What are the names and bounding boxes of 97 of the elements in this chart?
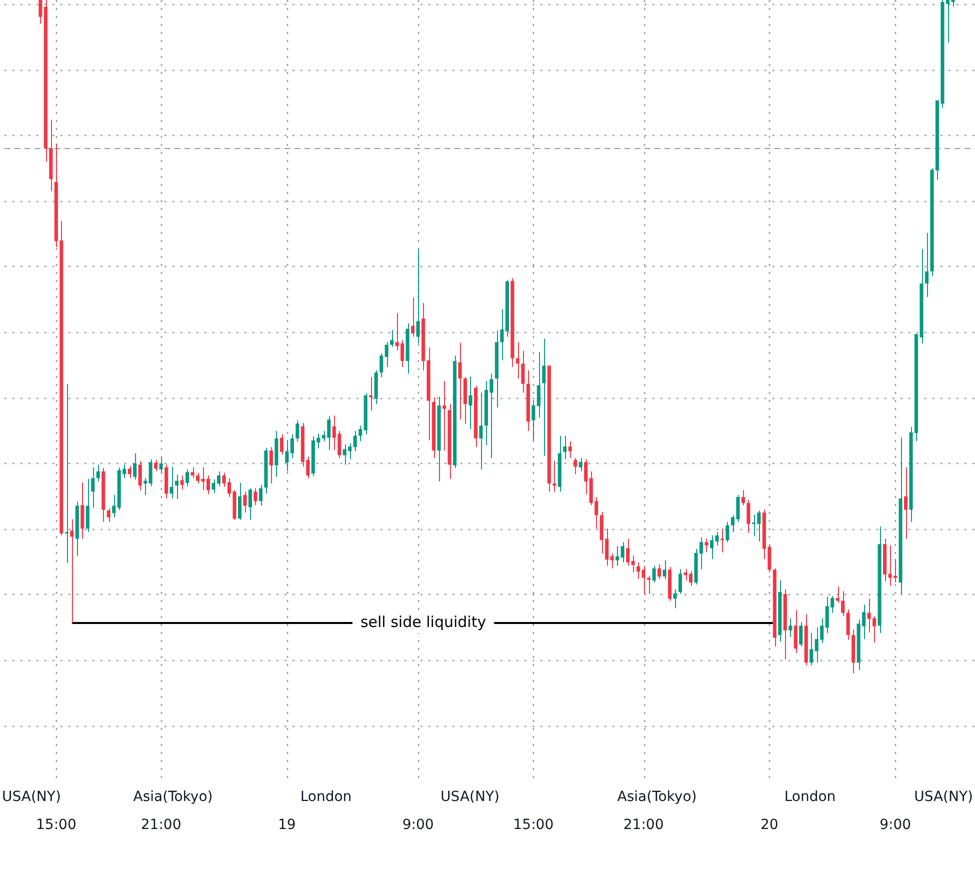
candlestick bbox=[904, 466, 908, 540]
candlestick bbox=[500, 308, 504, 361]
candlestick bbox=[574, 457, 578, 475]
text: Asia(Tokyo) bbox=[617, 788, 697, 805]
text: USA(NY) bbox=[440, 788, 500, 805]
candlestick bbox=[148, 458, 152, 487]
candlestick bbox=[128, 466, 132, 479]
candlestick bbox=[584, 458, 588, 495]
candlestick bbox=[296, 420, 300, 442]
series-label: sell side liquidity bbox=[360, 612, 486, 631]
candlestick bbox=[563, 435, 567, 460]
candlestick bbox=[578, 457, 582, 472]
candlestick bbox=[652, 565, 656, 584]
candlestick bbox=[521, 350, 525, 394]
candlestick bbox=[536, 352, 540, 418]
candlestick bbox=[516, 342, 520, 379]
candlestick bbox=[678, 568, 682, 594]
candlestick bbox=[924, 232, 929, 298]
candlestick bbox=[620, 542, 624, 563]
candlestick bbox=[746, 499, 750, 534]
candlestick bbox=[159, 457, 163, 474]
text: London bbox=[300, 788, 352, 805]
candlestick bbox=[479, 392, 483, 470]
candlestick bbox=[285, 440, 289, 472]
candlestick bbox=[390, 329, 394, 348]
candlestick bbox=[384, 342, 388, 368]
candlestick bbox=[138, 460, 142, 491]
candlestick bbox=[788, 618, 792, 638]
x-tick-label: 15:00 bbox=[513, 817, 554, 834]
candlestick bbox=[170, 466, 174, 499]
candlestick bbox=[248, 488, 252, 520]
candlestick bbox=[631, 555, 635, 573]
candlestick bbox=[658, 564, 662, 580]
candlestick bbox=[642, 565, 646, 594]
candlestick bbox=[154, 459, 158, 472]
candlestick bbox=[64, 383, 68, 564]
candlestick bbox=[458, 342, 462, 420]
text: USA(NY) bbox=[914, 788, 973, 805]
candlestick bbox=[186, 468, 190, 487]
x-tick-label: 21:00 bbox=[140, 817, 182, 834]
candlestick bbox=[673, 588, 677, 609]
candlestick bbox=[542, 338, 546, 456]
candlestick bbox=[258, 484, 262, 506]
candlestick bbox=[616, 546, 620, 566]
x-tick-label: 15:00 bbox=[36, 817, 76, 834]
candlestick bbox=[726, 521, 730, 543]
candlestick bbox=[112, 494, 116, 518]
candlestick bbox=[442, 380, 446, 452]
text: Asia(Tokyo) bbox=[133, 788, 213, 805]
candlestick bbox=[416, 248, 420, 344]
candlestick bbox=[269, 446, 273, 484]
candlestick bbox=[704, 538, 708, 553]
candlestick bbox=[411, 297, 415, 338]
candlestick bbox=[190, 466, 194, 479]
candlestick bbox=[610, 553, 614, 569]
candlestick bbox=[133, 452, 137, 480]
candlestick bbox=[38, 0, 42, 24]
x-tick-label: 21:00 bbox=[623, 817, 664, 834]
candlestick bbox=[86, 478, 90, 533]
candlestick bbox=[741, 490, 745, 506]
candlestick bbox=[358, 425, 362, 442]
candlestick bbox=[794, 610, 798, 654]
candlestick bbox=[468, 376, 472, 430]
candlestick bbox=[846, 608, 850, 640]
candlestick bbox=[636, 562, 640, 580]
candlestick bbox=[799, 622, 803, 648]
x-tick-label: 9:00 bbox=[880, 817, 912, 834]
candlestick bbox=[96, 464, 100, 482]
candlestick bbox=[353, 430, 357, 452]
candlestick bbox=[290, 434, 294, 458]
candlestick bbox=[91, 466, 95, 508]
candlestick bbox=[243, 491, 247, 513]
x-tick-label: 9:00 bbox=[402, 817, 434, 834]
candlestick bbox=[836, 586, 840, 604]
candlestick bbox=[80, 482, 84, 540]
candlestick bbox=[254, 488, 258, 506]
candlestick bbox=[662, 560, 666, 580]
candlestick bbox=[280, 434, 284, 456]
text: USA(NY) bbox=[2, 788, 61, 805]
candlestick bbox=[380, 353, 384, 378]
candlestick bbox=[647, 575, 651, 594]
candlestick bbox=[552, 460, 556, 492]
candlestick bbox=[70, 518, 74, 624]
candlestick bbox=[841, 590, 845, 617]
candlestick bbox=[369, 376, 373, 412]
candlestick bbox=[180, 474, 184, 490]
candlestick bbox=[238, 482, 242, 520]
candlestick bbox=[568, 440, 572, 458]
candlestick bbox=[532, 400, 536, 441]
x-tick-label: 19 bbox=[278, 817, 296, 834]
text: London bbox=[784, 788, 836, 805]
candlestick bbox=[810, 632, 814, 666]
candlestick bbox=[626, 538, 630, 566]
candlestick bbox=[144, 478, 148, 496]
x-tick-label: 20 bbox=[760, 817, 778, 834]
candlestick bbox=[106, 508, 110, 522]
candlestick bbox=[175, 474, 179, 500]
